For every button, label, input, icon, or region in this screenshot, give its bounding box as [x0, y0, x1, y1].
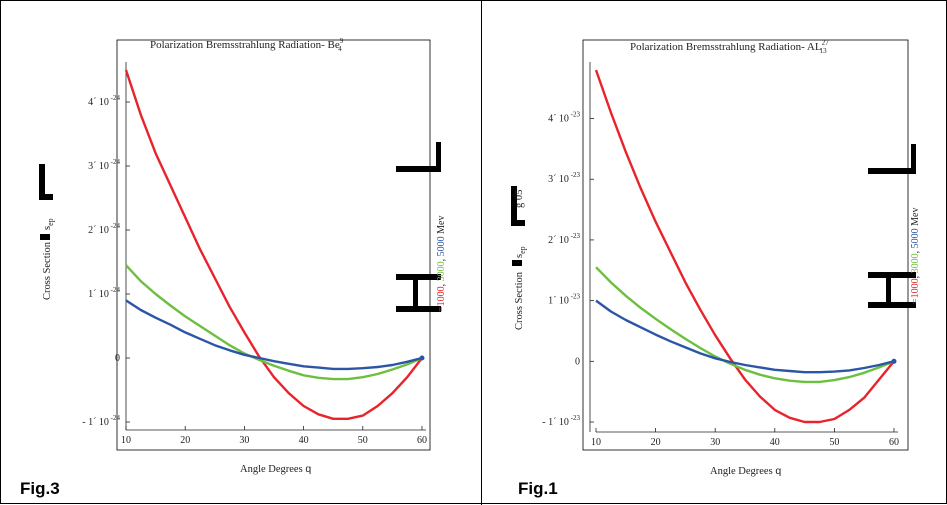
y-tick-label: 4´ 10 -24: [88, 94, 120, 108]
series-lines: [124, 69, 425, 420]
series-line-2: [595, 266, 895, 384]
legend-bracket: [868, 144, 916, 308]
chart-panel-left: Polarization Bremsstrahlung Radiation- B…: [20, 37, 447, 498]
x-tick-label: 50: [358, 435, 368, 446]
svg-text:sep: sep: [42, 218, 55, 230]
y-tick-label: 0: [575, 356, 580, 367]
y-tick-label: 1´ 10 -24: [88, 286, 120, 300]
y-tick-label: 4´ 10 -23: [548, 111, 580, 125]
y-axis-label: Cross Section sep: [39, 164, 55, 300]
svg-text:=1000, 3000, 5000 Mev: =1000, 3000, 5000 Mev: [436, 216, 447, 312]
svg-text:Cross Section: Cross Section: [42, 241, 53, 300]
endpoint-marker: [891, 358, 897, 364]
plot-frame: [582, 39, 909, 451]
x-tick-label: 20: [651, 437, 661, 448]
x-axis: 10 20 30 40 50 60: [121, 426, 427, 446]
x-tick-label: 40: [299, 435, 309, 446]
plot-frame: [116, 39, 431, 451]
x-tick-label: 50: [829, 437, 839, 448]
y-tick-label: 0: [115, 353, 120, 364]
svg-text:=1000, 3000, 5000 Mev: =1000, 3000, 5000 Mev: [910, 208, 921, 304]
endpoint-marker: [419, 355, 425, 361]
svg-text:g 05: g 05: [514, 190, 525, 208]
x-tick-label: 40: [770, 437, 780, 448]
series-lines: [594, 69, 897, 424]
x-tick-label: 30: [710, 437, 720, 448]
y-tick-label: 3´ 10 -24: [88, 158, 120, 172]
series-line-3: [595, 299, 895, 374]
y-tick-label: 2´ 10 -23: [548, 232, 580, 246]
legend-energies: =1000, 3000, 5000 Mev: [436, 216, 447, 312]
series-line-1: [594, 69, 895, 424]
chart-panel-right: Polarization Bremsstrahlung Radiation- A…: [511, 39, 921, 498]
y-axis: - 1´ 10 -24 0 1´ 10 -24 2´ 10 -24 3´ 10 -24 4…: [82, 62, 130, 430]
y-axis: - 1´ 10 -23 0 1´ 10 -23 2´ 10 -23 3´ 10 -23 4…: [542, 62, 594, 432]
x-tick-label: 30: [239, 435, 249, 446]
series-line-3: [125, 299, 423, 371]
chart-title: Polarization Bremsstrahlung Radiation- A…: [630, 39, 829, 55]
y-tick-label: 2´ 10 -24: [88, 222, 120, 236]
x-tick-label: 60: [417, 435, 427, 446]
y-axis-label: Cross Section sep g 05: [511, 186, 527, 330]
y-tick-label: 1´ 10 -23: [548, 293, 580, 307]
x-tick-label: 10: [591, 437, 601, 448]
x-tick-label: 10: [121, 435, 131, 446]
y-tick-label: - 1´ 10 -24: [82, 414, 120, 428]
series-line-2: [125, 264, 423, 381]
x-axis-label: Angle Degrees q: [240, 463, 311, 475]
x-tick-label: 60: [889, 437, 899, 448]
x-tick-label: 20: [180, 435, 190, 446]
legend-energies: =1000, 3000, 5000 Mev: [910, 208, 921, 304]
x-axis: 10 20 30 40 50 60: [591, 428, 899, 448]
chart-title: Polarization Bremsstrahlung Radiation- B…: [150, 37, 344, 53]
y-tick-label: 3´ 10 -23: [548, 171, 580, 185]
x-axis-label: Angle Degrees q: [710, 465, 781, 477]
y-tick-label: - 1´ 10 -23: [542, 414, 580, 428]
legend-bracket: [396, 142, 441, 312]
figure-label: Fig.1: [518, 479, 558, 498]
svg-text:sep: sep: [514, 246, 527, 258]
figure-label: Fig.3: [20, 479, 60, 498]
series-line-1: [124, 69, 423, 420]
svg-text:Cross Section: Cross Section: [514, 271, 525, 330]
